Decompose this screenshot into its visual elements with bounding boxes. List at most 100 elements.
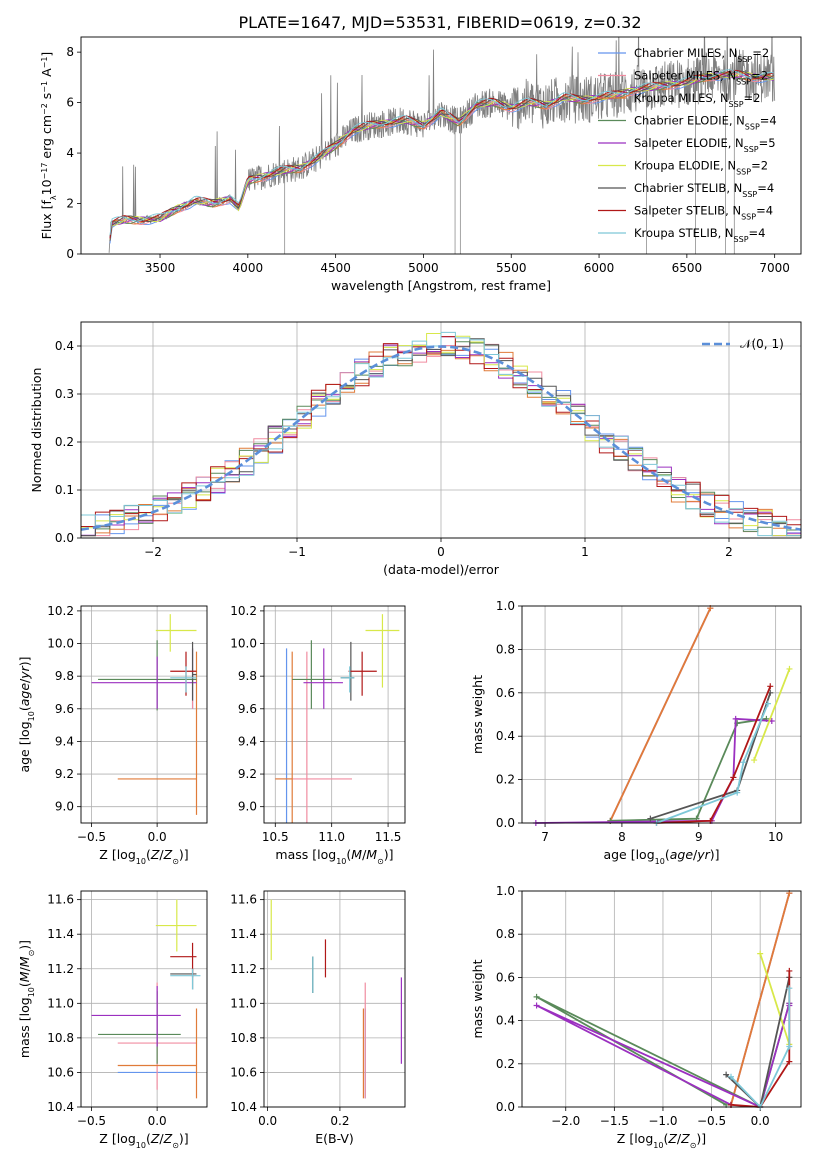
weight-line-8 (656, 703, 769, 824)
weight-marker (786, 1043, 793, 1050)
weight-marker (734, 789, 741, 796)
x-tick-label: 0.0 (148, 830, 167, 844)
y-tick-label: 1.0 (496, 884, 515, 898)
x-tick-label: −2.0 (551, 1114, 580, 1128)
y-tick-label: 0.4 (55, 339, 74, 353)
z_age-frame (80, 605, 208, 824)
x-tick-label: 7 (541, 830, 549, 844)
y-tick-label: 0.2 (55, 435, 74, 449)
age_weight-axes: 7 8 9 10 0.0 0.2 0.4 0.6 0.8 1.0 age [log10(age/yr… (470, 599, 801, 866)
x-tick-label: −2 (144, 545, 162, 559)
y-tick-label: 9.0 (55, 800, 74, 814)
y-tick-label: 9.8 (238, 669, 257, 683)
figure-title: PLATE=1647, MJD=53531, FIBERID=0619, z=0… (238, 13, 641, 32)
y-tick-label: 1.0 (496, 599, 515, 613)
y-tick-label: 10.2 (230, 604, 257, 618)
y-tick-label: 0.8 (496, 642, 515, 656)
x-tick-label: 10 (768, 830, 783, 844)
y-axis-label: age [log10(age/yr)] (17, 656, 36, 772)
y-tick-label: 8 (66, 45, 74, 59)
x-tick-label: 5000 (408, 261, 439, 275)
y-tick-label: 6 (66, 96, 74, 110)
x-tick-label: 6000 (584, 261, 615, 275)
y-tick-label: 11.0 (230, 996, 257, 1010)
x-tick-label: −0.5 (77, 830, 106, 844)
y-tick-label: 0.0 (55, 531, 74, 545)
y-tick-label: 0.4 (496, 1014, 515, 1028)
x-tick-label: 9 (695, 830, 703, 844)
weight-line-2 (730, 892, 791, 1106)
spectrum-frame (80, 36, 802, 255)
residual-hist-8 (81, 331, 801, 537)
x-tick-label: 3500 (145, 261, 176, 275)
y-tick-label: 0.0 (496, 1100, 515, 1114)
weight-line-5 (753, 668, 791, 761)
y-tick-label: 0.1 (55, 483, 74, 497)
x-tick-label: 6500 (672, 261, 703, 275)
x-tick-label: 4000 (233, 261, 264, 275)
weight-marker (751, 757, 758, 764)
y-tick-label: 10.2 (47, 604, 74, 618)
weight-marker (786, 1058, 793, 1065)
y-tick-label: 11.0 (47, 996, 74, 1010)
legend-label: Salpeter STELIB, NSSP=4 (634, 204, 773, 222)
y-axis-label: mass [log10(M/M⊙)] (17, 940, 36, 1058)
legend-label: Chabrier ELODIE, NSSP=4 (634, 114, 777, 132)
x-tick-label: 0.2 (330, 1114, 349, 1128)
x-tick-label: 4500 (320, 261, 351, 275)
x-tick-label: 0.0 (148, 1114, 167, 1128)
x-axis-label: age [log10(age/yr)] (603, 847, 719, 866)
ebv_mass-frame (263, 890, 406, 1108)
z_weight-axes: −2.0 −1.5 −1.0 −0.5 0.0 0.0 0.2 0.4 0.6 0.8 1.0 Z [… (470, 884, 801, 1150)
weight-marker (740, 759, 747, 766)
y-axis-label: mass weight (470, 959, 485, 1038)
y-tick-label: 0.4 (496, 729, 515, 743)
y-tick-label: 9.6 (238, 702, 257, 716)
y-tick-label: 10.6 (47, 1065, 74, 1079)
y-tick-label: 0 (66, 247, 74, 261)
model-spectrum-3 (109, 72, 774, 237)
weight-line-3 (610, 717, 767, 822)
weight-marker (533, 993, 540, 1000)
y-tick-label: 0.3 (55, 387, 74, 401)
z_mass-frame (80, 890, 208, 1108)
x-axis-label: (data-model)/error (383, 562, 500, 577)
y-tick-label: 9.4 (238, 734, 257, 748)
x-tick-label: 11.0 (318, 830, 345, 844)
z_age-axes: −0.5 0.0 9.0 9.2 9.4 9.6 9.8 10.0 10.2 Z [log10(Z… (17, 604, 207, 866)
spectrum-legend: Chabrier MILES, NSSP=2 Salpeter MILES, NS… (598, 46, 777, 244)
x-tick-label: −1.0 (648, 1114, 677, 1128)
x-tick-label: 10.5 (262, 830, 289, 844)
y-tick-label: 10.0 (230, 637, 257, 651)
x-axis-label: mass [log10(M/M⊙)] (275, 847, 393, 866)
y-tick-label: 11.4 (230, 927, 257, 941)
weight-line-8 (730, 988, 791, 1109)
y-tick-label: 11.6 (47, 893, 74, 907)
residuals-frame (80, 321, 802, 539)
weight-line-6 (650, 692, 772, 820)
legend-label: Kroupa MILES, NSSP=2 (634, 91, 760, 109)
y-tick-label: 0.8 (496, 927, 515, 941)
weight-line-5 (759, 953, 791, 1045)
model-spectrum-8 (109, 69, 774, 236)
age_weight-frame (521, 605, 802, 824)
model-spectrum-6 (109, 70, 774, 241)
x-tick-label: 8 (618, 830, 626, 844)
y-tick-label: 9.4 (55, 734, 74, 748)
weight-marker (786, 985, 793, 992)
x-tick-label: −1 (288, 545, 306, 559)
y-tick-label: 0.6 (496, 970, 515, 984)
y-tick-label: 9.2 (238, 767, 257, 781)
weight-line-2 (609, 607, 712, 822)
z_weight-frame (521, 890, 802, 1108)
y-axis-label: mass weight (470, 675, 485, 754)
residuals-axes: −2 −1 0 1 2 0.0 0.1 0.2 0.3 0.4 (data-model)/error… (29, 322, 802, 577)
y-axis-label: Flux [fλ10−17 erg cm−2 s−1 A−1] (39, 52, 58, 240)
x-tick-label: 5500 (496, 261, 527, 275)
y-tick-label: 9.0 (238, 800, 257, 814)
y-tick-label: 9.8 (55, 669, 74, 683)
y-tick-label: 9.6 (55, 702, 74, 716)
legend-label: Kroupa STELIB, NSSP=4 (634, 226, 765, 244)
y-tick-label: 11.2 (230, 962, 257, 976)
x-axis-label: Z [log10(Z/Z⊙)] (99, 847, 188, 866)
